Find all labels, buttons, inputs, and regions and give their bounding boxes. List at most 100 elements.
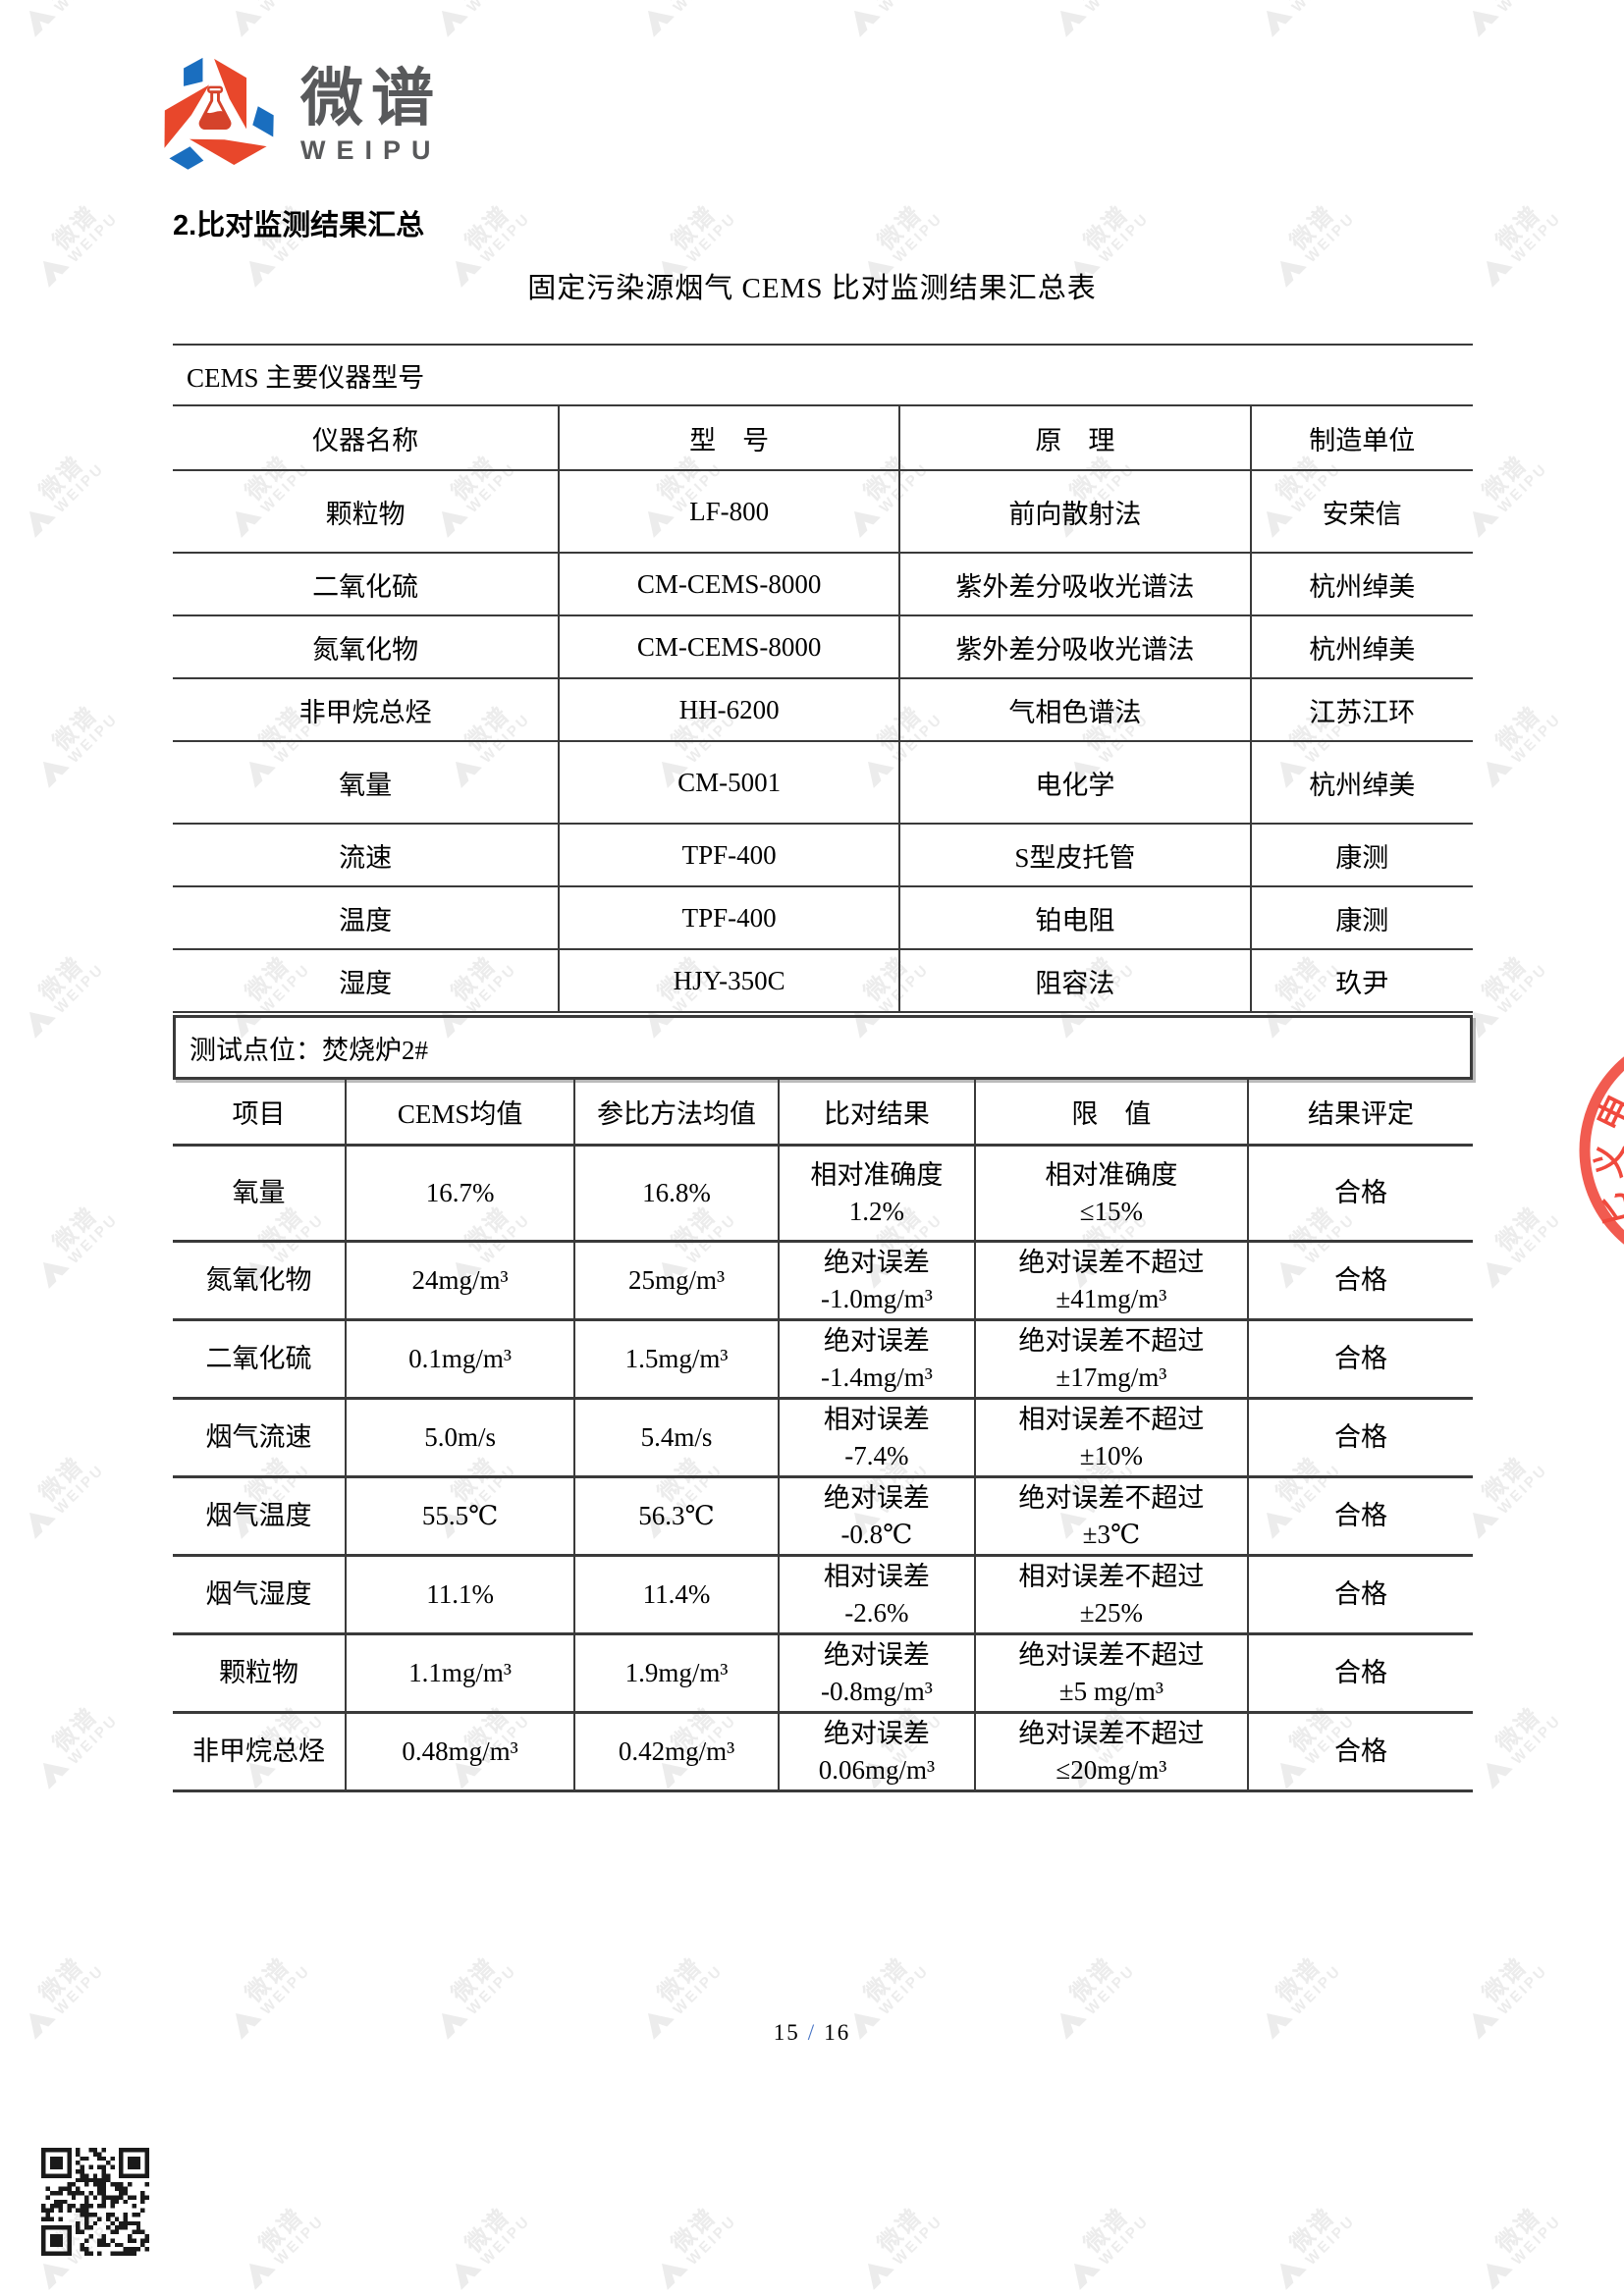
instrument-row: 流速 TPF-400 S型皮托管 康测 (173, 824, 1473, 886)
instrument-col-header: 制造单位 (1249, 405, 1473, 470)
limit-cell: 相对准确度 ≤15% (973, 1145, 1248, 1242)
item-cell: 烟气流速 (205, 1422, 312, 1452)
cems-avg-cell: 55.5℃ (345, 1476, 575, 1556)
instrument-name-cell: 二氧化硫 (312, 571, 419, 602)
comparison-result-cell: 绝对误差 -0.8mg/m³ (777, 1633, 975, 1713)
logo-name-en: WEIPU (300, 134, 442, 165)
limit-cell: 绝对误差不超过 ≤20mg/m³ (973, 1712, 1248, 1791)
cems-avg-cell: 24mg/m³ (345, 1241, 575, 1320)
monitoring-col-header: 项目 (232, 1099, 286, 1129)
instrument-row: 颗粒物 LF-800 前向散射法 安荣信 (173, 470, 1473, 553)
instrument-col-header: 原 理 (898, 405, 1251, 470)
reference-avg-cell: 0.42mg/m³ (573, 1712, 779, 1791)
monitoring-col-header: CEMS均值 (345, 1080, 575, 1146)
verdict-cell: 合格 (1246, 1476, 1473, 1556)
qr-code (41, 2148, 149, 2256)
reference-avg-cell: 56.3℃ (573, 1476, 779, 1556)
verdict-cell: 合格 (1246, 1145, 1473, 1242)
principle-cell: S型皮托管 (898, 824, 1251, 886)
limit-cell: 绝对误差不超过 ±5 mg/m³ (973, 1633, 1248, 1713)
model-cell: HJY-350C (558, 949, 900, 1012)
cems-avg-cell: 0.48mg/m³ (345, 1712, 575, 1791)
instrument-col-header: 仪器名称 (312, 425, 419, 455)
model-cell: CM-5001 (558, 741, 900, 824)
verdict-cell: 合格 (1246, 1712, 1473, 1791)
monitoring-header-row: 项目 CEMS均值 参比方法均值 比对结果限 值结果评定 (173, 1080, 1473, 1146)
monitoring-row: 非甲烷总烃 0.48mg/m³ 0.42mg/m³ 绝对误差 0.06mg/m³ 绝对误… (173, 1712, 1473, 1791)
cems-avg-cell: 0.1mg/m³ (345, 1319, 575, 1399)
instrument-section-title: CEMS 主要仪器型号 (187, 362, 425, 393)
verdict-cell: 合格 (1246, 1319, 1473, 1399)
model-cell: LF-800 (558, 470, 900, 553)
monitoring-row: 烟气温度 55.5℃ 56.3℃ 绝对误差 -0.8℃ 绝对误差不超过 ±3℃ 合格 (173, 1476, 1473, 1556)
manufacturer-cell: 康测 (1249, 824, 1473, 886)
principle-cell: 前向散射法 (898, 470, 1251, 553)
verdict-cell: 合格 (1246, 1398, 1473, 1477)
monitoring-row: 氮氧化物 24mg/m³ 25mg/m³ 绝对误差 -1.0mg/m³ 绝对误差不超过 … (173, 1241, 1473, 1320)
logo-name-cn: 微谱 (300, 62, 442, 133)
page-number: 15 / 16 (0, 2020, 1624, 2046)
weipu-logo-icon (164, 57, 274, 170)
instrument-row: 温度 TPF-400 铂电阻 康测 (173, 886, 1473, 949)
item-cell: 氧量 (232, 1178, 286, 1207)
weipu-logo-text: 微谱 WEIPU (300, 67, 442, 164)
limit-cell: 绝对误差不超过 ±17mg/m³ (973, 1319, 1248, 1399)
manufacturer-cell: 杭州绰美 (1249, 615, 1473, 678)
instrument-row: 非甲烷总烃 HH-6200 气相色谱法 江苏江环 (173, 678, 1473, 741)
section-heading: 2.比对监测结果汇总 (173, 210, 425, 241)
instrument-row: 湿度 HJY-350C 阻容法 玖尹 (173, 949, 1473, 1012)
comparison-result-cell: 相对误差 -7.4% (777, 1398, 975, 1477)
monitoring-row: 烟气湿度 11.1% 11.4% 相对误差 -2.6% 相对误差不超过 ±25% 合格 (173, 1555, 1473, 1634)
item-cell: 氮氧化物 (205, 1265, 312, 1295)
principle-cell: 电化学 (898, 741, 1251, 824)
manufacturer-cell: 安荣信 (1249, 470, 1473, 553)
instrument-table: CEMS 主要仪器型号 仪器名称 型 号原 理制造单位 颗粒物 LF-800 前向散射… (173, 344, 1473, 1013)
reference-avg-cell: 1.5mg/m³ (573, 1319, 779, 1399)
monitoring-col-header: 比对结果 (777, 1080, 975, 1146)
reference-avg-cell: 11.4% (573, 1555, 779, 1634)
page-separator: / (807, 2020, 817, 2045)
reference-avg-cell: 25mg/m³ (573, 1241, 779, 1320)
instrument-row: 二氧化硫 CM-CEMS-8000 紫外差分吸收光谱法 杭州绰美 (173, 553, 1473, 615)
comparison-result-cell: 绝对误差 -1.0mg/m³ (777, 1241, 975, 1320)
cems-avg-cell: 5.0m/s (345, 1398, 575, 1477)
item-cell: 颗粒物 (219, 1658, 299, 1687)
manufacturer-cell: 康测 (1249, 886, 1473, 949)
instrument-name-cell: 氧量 (339, 770, 393, 800)
page-total: 16 (824, 2020, 851, 2045)
verdict-cell: 合格 (1246, 1241, 1473, 1320)
model-cell: HH-6200 (558, 678, 900, 741)
official-seal (1579, 1056, 1624, 1245)
principle-cell: 阻容法 (898, 949, 1251, 1012)
principle-cell: 紫外差分吸收光谱法 (898, 615, 1251, 678)
instrument-name-cell: 颗粒物 (325, 499, 406, 529)
manufacturer-cell: 杭州绰美 (1249, 741, 1473, 824)
test-site-banner: 测试点位：焚烧炉2# (173, 1015, 1473, 1080)
monitoring-col-header: 结果评定 (1246, 1080, 1473, 1146)
principle-cell: 紫外差分吸收光谱法 (898, 553, 1251, 615)
monitoring-table-body: 氧量 16.7% 16.8% 相对准确度 1.2% 相对准确度 ≤15% 合格 氮氧化物 24… (173, 1145, 1473, 1791)
instrument-name-cell: 氮氧化物 (312, 634, 419, 665)
summary-table-title: 固定污染源烟气 CEMS 比对监测结果汇总表 (527, 273, 1097, 304)
instrument-name-cell: 流速 (339, 842, 393, 873)
instrument-name-cell: 湿度 (339, 968, 393, 998)
cems-avg-cell: 16.7% (345, 1145, 575, 1242)
monitoring-row: 颗粒物 1.1mg/m³ 1.9mg/m³ 绝对误差 -0.8mg/m³ 绝对误差不超过… (173, 1633, 1473, 1713)
monitoring-col-header: 限 值 (973, 1080, 1248, 1146)
principle-cell: 气相色谱法 (898, 678, 1251, 741)
item-cell: 二氧化硫 (205, 1344, 312, 1373)
model-cell: CM-CEMS-8000 (558, 553, 900, 615)
model-cell: CM-CEMS-8000 (558, 615, 900, 678)
instrument-name-cell: 非甲烷总烃 (298, 697, 432, 727)
cems-avg-cell: 11.1% (345, 1555, 575, 1634)
monitoring-row: 氧量 16.7% 16.8% 相对准确度 1.2% 相对准确度 ≤15% 合格 (173, 1145, 1473, 1242)
instrument-name-cell: 温度 (339, 905, 393, 935)
principle-cell: 铂电阻 (898, 886, 1251, 949)
comparison-result-cell: 绝对误差 0.06mg/m³ (777, 1712, 975, 1791)
item-cell: 烟气温度 (205, 1501, 312, 1530)
test-site-label: 测试点位：焚烧炉2# (189, 1035, 428, 1065)
instrument-table-head: CEMS 主要仪器型号 仪器名称 型 号原 理制造单位 (173, 345, 1473, 470)
limit-cell: 相对误差不超过 ±25% (973, 1555, 1248, 1634)
